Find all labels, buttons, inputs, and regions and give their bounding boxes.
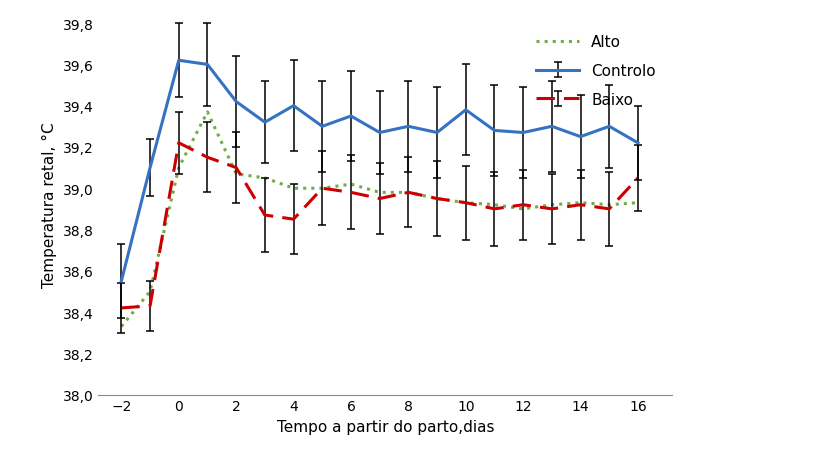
Alto [632, 201, 642, 206]
Line: Alto: Alto [121, 112, 637, 327]
Alto [202, 110, 212, 115]
Alto [489, 202, 499, 208]
Alto [260, 176, 269, 181]
Y-axis label: Temperatura retal, °C: Temperatura retal, °C [42, 122, 57, 287]
Alto [231, 172, 241, 177]
X-axis label: Tempo a partir do parto,dias: Tempo a partir do parto,dias [276, 419, 494, 434]
Alto [288, 186, 298, 191]
Alto [374, 190, 384, 196]
Alto [460, 201, 470, 206]
Alto [174, 165, 183, 171]
Alto [145, 289, 155, 295]
Alto [317, 186, 327, 191]
Alto [518, 207, 527, 212]
Alto [604, 202, 613, 208]
Alto [546, 202, 556, 208]
Alto [575, 201, 585, 206]
Alto [432, 196, 441, 202]
Legend: Alto, Controlo, Baixo: Alto, Controlo, Baixo [529, 29, 661, 113]
Alto [116, 324, 126, 330]
Alto [346, 182, 355, 187]
Alto [403, 190, 413, 196]
